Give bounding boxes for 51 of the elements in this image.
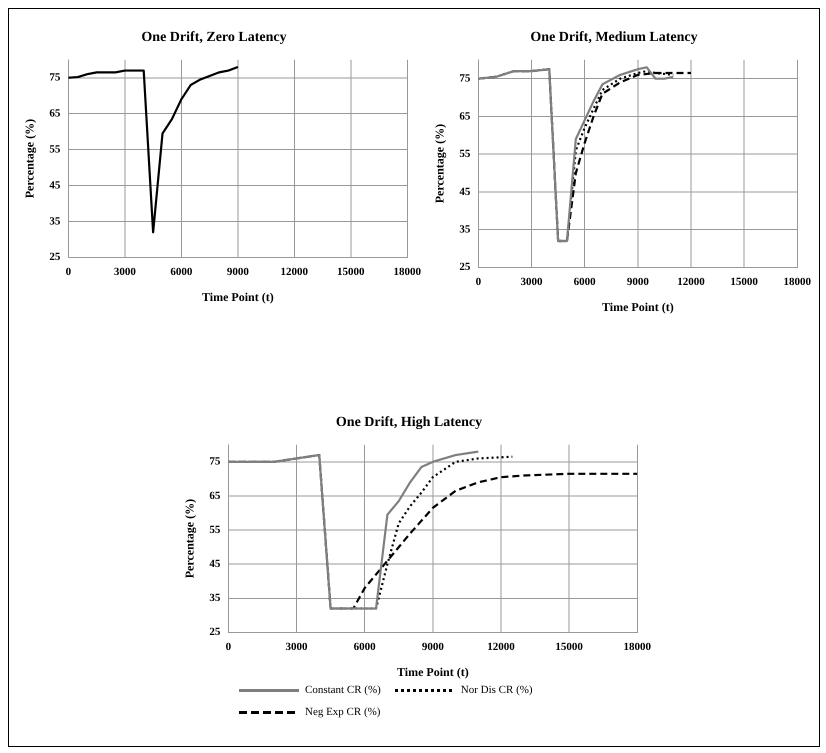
x-tick-label: 18000 (624, 640, 652, 653)
y-tick-label: 25 (459, 261, 471, 274)
x-axis-title: Time Point (t) (396, 664, 469, 679)
x-tick-label: 0 (226, 640, 232, 653)
x-tick-label: 15000 (555, 640, 584, 653)
chart-title: One Drift, Medium Latency (530, 30, 698, 46)
legend-label: Nor Dis CR (%) (460, 684, 533, 696)
x-tick-label: 12000 (677, 276, 706, 288)
y-tick-label: 55 (49, 143, 61, 156)
y-tick-label: 35 (209, 592, 221, 604)
y-tick-label: 65 (49, 108, 61, 120)
x-tick-label: 6000 (354, 640, 376, 653)
x-tick-label: 15000 (730, 276, 758, 288)
x-tick-label: 12000 (487, 640, 516, 653)
x-tick-label: 15000 (337, 266, 366, 278)
y-tick-label: 55 (209, 524, 221, 536)
legend-label: Constant CR (%) (305, 684, 381, 696)
y-tick-label: 45 (49, 179, 61, 192)
chart-title: One Drift, Zero Latency (141, 30, 287, 46)
y-tick-label: 35 (459, 224, 471, 236)
x-axis-title: Time Point (t) (602, 300, 674, 314)
x-tick-label: 3000 (114, 266, 136, 278)
x-tick-label: 0 (66, 266, 72, 278)
x-tick-label: 18000 (784, 276, 812, 288)
y-axis-title: Percentage (%) (432, 124, 446, 204)
x-tick-label: 6000 (170, 266, 193, 278)
x-tick-label: 9000 (226, 266, 250, 278)
y-tick-label: 65 (209, 490, 221, 502)
y-axis-title: Percentage (%) (22, 118, 36, 198)
x-tick-label: 18000 (394, 266, 422, 278)
x-tick-label: 0 (476, 276, 482, 288)
chart-title: One Drift, High Latency (336, 415, 482, 430)
y-axis-title: Percentage (%) (182, 498, 196, 578)
y-tick-label: 45 (459, 186, 471, 198)
y-tick-label: 45 (209, 558, 221, 570)
x-tick-label: 6000 (574, 276, 596, 288)
y-tick-label: 75 (209, 456, 221, 468)
x-tick-label: 3000 (286, 640, 308, 653)
x-tick-label: 3000 (520, 276, 544, 288)
y-tick-label: 75 (49, 72, 61, 84)
y-tick-label: 25 (49, 251, 61, 264)
x-tick-label: 12000 (280, 266, 309, 278)
y-tick-label: 35 (49, 215, 61, 228)
y-tick-label: 25 (209, 626, 221, 638)
legend-label: Neg Exp CR (%) (305, 706, 380, 718)
x-axis-title: Time Point (t) (202, 290, 274, 304)
y-tick-label: 65 (459, 110, 471, 122)
x-tick-label: 9000 (626, 276, 650, 288)
y-tick-label: 55 (459, 148, 471, 160)
x-tick-label: 9000 (422, 640, 444, 653)
y-tick-label: 75 (459, 72, 471, 85)
